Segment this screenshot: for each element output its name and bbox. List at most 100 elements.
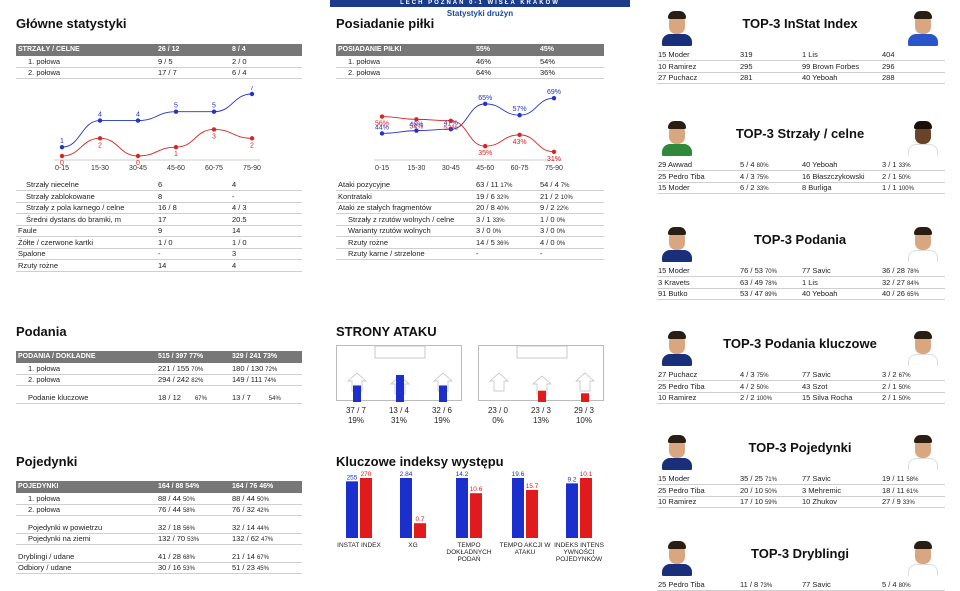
attack-percent: 0% [492, 416, 504, 425]
attacks-table: Ataki pozycyjne 63 / 11 17% 54 / 4 7% Kontrat… [336, 179, 604, 260]
section-title-possession: Posiadanie piłki [336, 16, 435, 31]
player-photo [906, 118, 940, 156]
bar-value-label: 2.84 [400, 471, 413, 478]
table-cell: Strzały z pola karnego / celne [16, 202, 156, 214]
table-cell: 3 / 0 0% [474, 225, 538, 237]
data-label: 5 [174, 103, 178, 110]
label-line: INDEKS INTENS [554, 542, 604, 549]
table-cell: Ataki ze stałych fragmentów [336, 202, 474, 214]
index-bar [346, 481, 358, 538]
table-row: Ataki pozycyjne 63 / 11 17% 54 / 4 7% [336, 179, 604, 191]
x-tick-label: 45-60 [476, 165, 494, 172]
table-cell: 9 / 2 22% [538, 202, 604, 214]
table-cell: 19 / 6 32% [474, 190, 538, 203]
table-cell: 4 / 0 0% [538, 236, 604, 249]
data-label: 46% [409, 122, 423, 129]
table-row: 2. połowa 76 / 44 58% 76 / 32 42% [16, 504, 302, 516]
attack-count: 23 / 0 [487, 406, 508, 415]
table-cell: 21 / 2 10% [538, 190, 604, 203]
player-photo [906, 8, 940, 46]
x-tick-label: 0-15 [375, 165, 389, 172]
player-photo [660, 8, 694, 46]
percent-label: 33% [756, 186, 769, 193]
table-cell: 221 / 155 70% [156, 362, 230, 375]
page-subtitle: Statystyki drużyn [446, 9, 514, 18]
data-label: 0 [60, 160, 64, 167]
pitch-diagram [336, 345, 462, 402]
table-row: 15 Moder 35 / 25 71% 77 Savic 19 / 11 58% [657, 473, 945, 485]
table-row: Rzuty rożne 14 4 [16, 259, 302, 272]
index-bar [526, 489, 538, 538]
table-row: Rzuty karne / strzelone - - [336, 248, 604, 260]
table-cell: 14 / 5 36% [474, 236, 538, 249]
table-cell: - [538, 248, 604, 260]
table-cell: 1. połowa [16, 362, 156, 375]
table-cell: 1 / 0 [230, 236, 302, 249]
bar-value-label: 14.2 [456, 471, 469, 478]
player-photo [906, 432, 940, 470]
player-name: 40 Yeboah [801, 159, 881, 171]
table-row: Kontrataki 19 / 6 32% 21 / 2 10% [336, 190, 604, 203]
player-name: 10 Ramirez [657, 60, 739, 73]
percent-label: 54% [268, 395, 281, 402]
table-row: POSIADANIE PIŁKI 55% 45% [336, 44, 604, 56]
pitch-diagram [478, 345, 604, 402]
attack-arrow [347, 372, 367, 392]
possession-timeline-chart: 0-15 15-30 30-45 45-60 60-75 75-90 44% 46% 47% 65… [374, 89, 563, 172]
data-label: 56% [375, 121, 389, 128]
player-value: 4 / 3 75% [739, 170, 801, 183]
table-cell: 32 / 14 44% [230, 521, 302, 534]
data-point [135, 153, 141, 159]
player-name: 10 Ramirez [657, 392, 739, 404]
player-value: 3 / 2 67% [881, 369, 945, 381]
data-point [173, 144, 179, 150]
table-row: Warianty rzutów wolnych 3 / 0 0% 3 / 0 0% [336, 225, 604, 237]
player-name: 15 Moder [657, 182, 739, 194]
player-value: 53 / 47 89% [739, 288, 801, 300]
table-cell: 21 / 14 67% [230, 550, 302, 563]
table-cell: 2. połowa [16, 67, 156, 79]
x-tick-label: 0-15 [55, 165, 69, 172]
player-name: 15 Moder [657, 473, 739, 485]
section-title-attack-sides: STRONY ATAKU [336, 324, 437, 339]
data-point [551, 149, 557, 154]
table-row: 91 Butko 53 / 47 89% 40 Yeboah 40 / 26 65% [657, 288, 945, 300]
player-name: 43 Szot [801, 380, 881, 393]
top3-title: TOP-3 Podania kluczowe [723, 336, 877, 351]
percent-label: 36% [496, 240, 509, 247]
data-label: 69% [547, 89, 561, 96]
percent-label: 73% [760, 583, 773, 589]
table-cell: 1. połowa [16, 55, 156, 68]
section-title-passes: Podania [16, 324, 67, 339]
table-cell: Rzuty rożne [16, 259, 156, 272]
data-label: 44% [375, 124, 389, 131]
player-name: 1 Lis [801, 276, 881, 289]
table-cell: 30 / 16 53% [156, 562, 230, 574]
table-cell: 18 / 12 67% [156, 391, 230, 404]
player-value: 3 / 1 33% [881, 159, 945, 171]
attack-arrow [489, 372, 509, 392]
table-cell: 1. połowa [336, 55, 474, 68]
table-cell: Rzuty karne / strzelone [336, 248, 474, 260]
attack-side-bar [439, 385, 447, 402]
table-cell: 9 [156, 225, 230, 237]
series-line [61, 93, 253, 148]
table-cell: Spalone [16, 248, 156, 260]
player-name: 25 Pedro Tiba [657, 170, 739, 183]
table-cell: 2. połowa [16, 374, 156, 386]
data-point [517, 132, 522, 138]
series-line [61, 128, 253, 157]
section-title-key-indexes: Kluczowe indeksy występu [336, 454, 504, 469]
header-cell: POJEDYNKI [16, 481, 156, 493]
player-value: 18 / 11 61% [881, 484, 945, 497]
data-point [414, 117, 419, 122]
top3-title: TOP-3 Pojedynki [748, 440, 852, 455]
attack-side-bar [538, 390, 546, 402]
player-value: 319 [739, 49, 801, 61]
percent-label: 78% [764, 280, 777, 287]
percent-label: 67% [256, 554, 269, 561]
percent-label: 17% [500, 183, 513, 189]
x-tick-label: 75-90 [545, 165, 563, 172]
table-cell: 132 / 70 53% [156, 533, 230, 545]
